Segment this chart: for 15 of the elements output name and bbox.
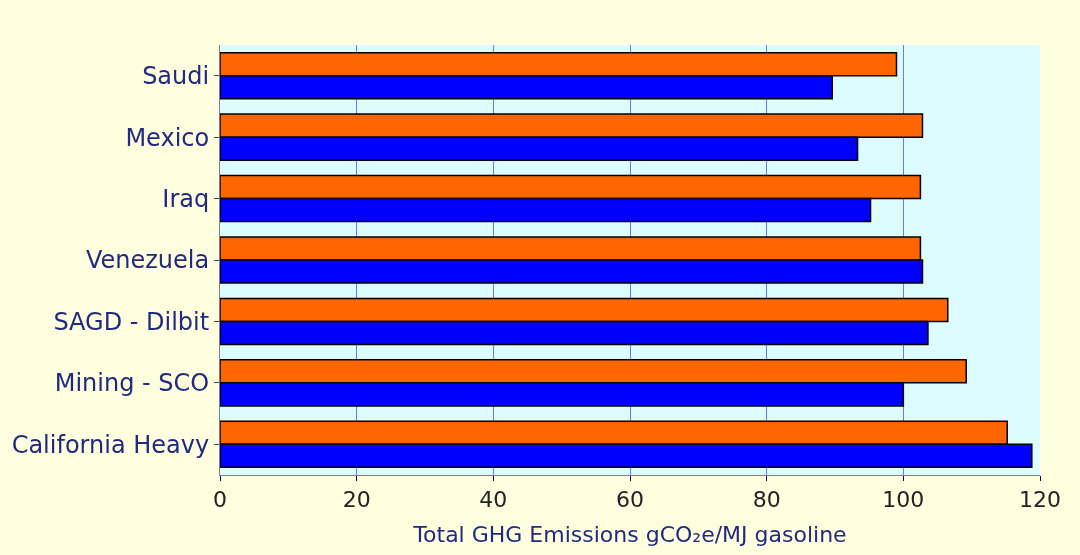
x-axis-title: Total GHG Emissions gCO₂e/MJ gasoline — [412, 522, 847, 548]
y-tick-label: Mining - SCO — [54, 369, 210, 398]
x-tick-label: 0 — [213, 487, 227, 513]
y-tick-label: Venezuela — [85, 246, 210, 275]
y-tick-label: Saudi — [142, 62, 210, 91]
y-tick-label: California Heavy — [11, 430, 210, 459]
x-tick-label: 20 — [342, 487, 371, 513]
x-tick-label: 60 — [616, 487, 644, 513]
x-tick-label: 100 — [882, 487, 925, 513]
x-tick-label: 80 — [752, 487, 781, 513]
y-tick-label: Mexico — [125, 123, 210, 152]
x-tick-label: 40 — [479, 487, 508, 513]
y-tick-label: SAGD - Dilbit — [53, 307, 210, 336]
y-tick-label: Iraq — [162, 184, 210, 213]
x-tick-label: 120 — [1019, 487, 1061, 513]
